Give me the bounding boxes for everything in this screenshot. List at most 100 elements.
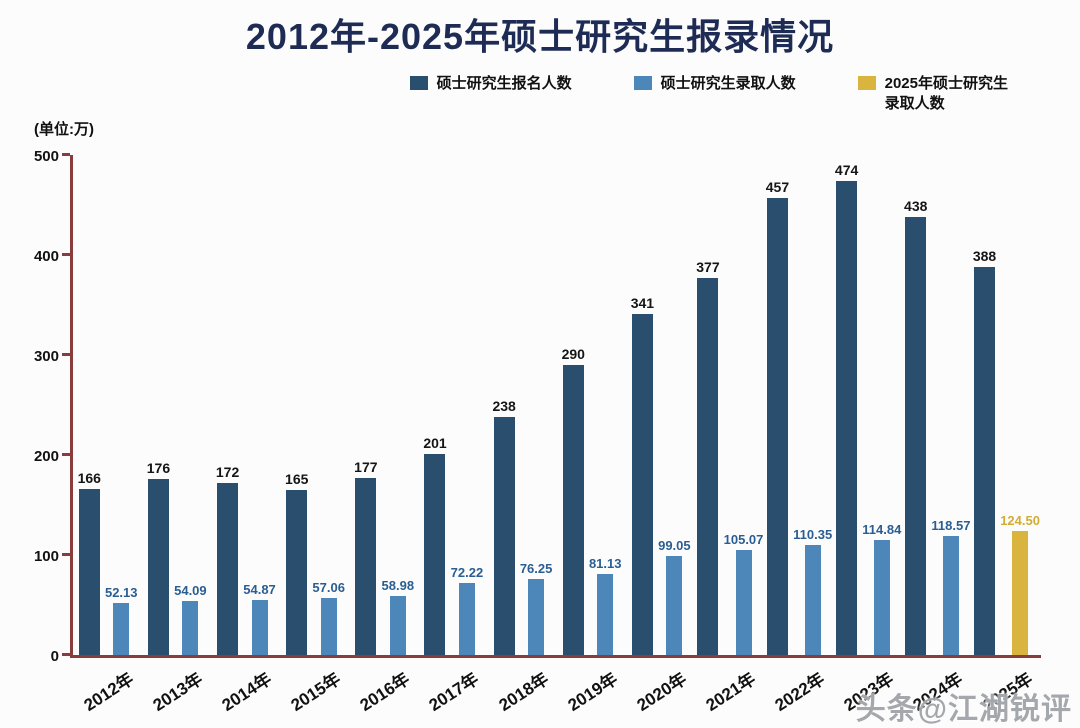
bar-value-label: 54.09 (174, 582, 207, 598)
y-axis-tick-mark (62, 353, 70, 356)
application-bar (147, 479, 169, 655)
application-bar (905, 217, 927, 655)
application-bar (78, 489, 100, 655)
bar-value-label: 118.57 (931, 518, 971, 534)
bar-value-label: 57.06 (312, 579, 345, 595)
application-bar-wrap: 166 (78, 155, 101, 655)
y-axis-tick-label: 200 (33, 448, 59, 465)
application-bar (697, 278, 719, 655)
admission-bar (389, 596, 406, 655)
application-bar-wrap: 457 (766, 155, 789, 655)
admission-bar (942, 536, 959, 655)
application-bar-wrap: 377 (696, 155, 720, 655)
bar-value-label: 377 (696, 259, 720, 275)
y-axis-tick-mark (62, 153, 70, 156)
admission-bar-wrap: 99.05 (658, 155, 691, 655)
admission-bar (804, 544, 821, 655)
admission-bar (735, 549, 752, 655)
legend-item-admissions: 硕士研究生录取人数 (633, 74, 796, 113)
bar-value-label: 110.35 (793, 526, 833, 542)
x-axis-label: 2012年 (80, 669, 137, 715)
admission-bar (873, 540, 890, 655)
legend-label-admissions: 硕士研究生录取人数 (660, 75, 796, 92)
bar-value-label: 81.13 (588, 555, 622, 571)
bar-value-label: 172 (215, 464, 240, 480)
bar-group: 377 105.07 2021年 (695, 155, 764, 715)
admission-bar-wrap: 76.25 (519, 155, 553, 655)
application-bar (562, 365, 584, 655)
application-bar-wrap: 474 (835, 155, 858, 655)
bar-groups: 166 52.13 2012年 176 54.09 2013年 172 54.87 2014年 1… (73, 155, 1041, 715)
bar-group: 438 118.57 2024年 (903, 155, 972, 715)
bar-value-label: 388 (972, 248, 997, 264)
legend-label-applications: 硕士研究生报名人数 (436, 75, 572, 92)
admission-bar-wrap: 118.57 (931, 155, 970, 655)
bar-group: 165 57.06 2015年 (280, 155, 349, 715)
y-axis-tick-mark (62, 553, 70, 556)
x-axis-label: 2016年 (356, 669, 414, 715)
application-bar-wrap: 341 (631, 155, 654, 655)
application-bar (493, 417, 515, 655)
bar-group: 238 76.25 2018年 (488, 155, 557, 715)
legend-label-2025-admissions: 2025年硕士研究生 录取人数 (884, 75, 1008, 112)
bar-group: 341 99.05 2020年 (626, 155, 695, 715)
application-bar-wrap: 177 (354, 155, 378, 655)
bar-value-label: 124.50 (1000, 512, 1040, 528)
bar-group: 388 124.50 2025年 (972, 155, 1041, 715)
legend-swatch-admissions (633, 76, 652, 90)
application-bar (974, 267, 995, 655)
legend: 硕士研究生报名人数 硕士研究生录取人数 2025年硕士研究生 录取人数 (0, 74, 1008, 113)
legend-item-applications: 硕士研究生报名人数 (409, 74, 572, 113)
bar-group: 176 54.09 2013年 (142, 155, 211, 715)
bar-value-label: 290 (561, 346, 585, 362)
application-bar (217, 483, 239, 655)
x-axis-label: 2013年 (149, 669, 206, 715)
admission-bar (597, 573, 614, 655)
legend-item-2025-admissions: 2025年硕士研究生 录取人数 (857, 74, 1008, 113)
y-axis-tick-mark (62, 253, 70, 256)
application-bar (355, 478, 377, 655)
admission-bar-wrap: 105.07 (723, 155, 764, 655)
bar-group: 457 110.35 2022年 (764, 155, 833, 715)
admission-bar (113, 602, 130, 655)
bar-value-label: 438 (904, 198, 928, 214)
bar-value-label: 54.87 (243, 582, 276, 598)
bar-value-label: 114.84 (862, 522, 902, 538)
application-bar-wrap: 238 (492, 155, 516, 655)
bar-group: 474 114.84 2023年 (834, 155, 903, 715)
bar-value-label: 52.13 (104, 584, 138, 600)
bar-value-label: 58.98 (381, 578, 415, 594)
admission-bar (528, 578, 545, 655)
application-bar (631, 314, 653, 655)
application-bar-wrap: 176 (147, 155, 170, 655)
bar-group: 177 58.98 2016年 (350, 155, 419, 715)
bar-chart: 0 100 200 300 400 500 166 52.13 2012年 176 54.09 201… (0, 140, 1080, 728)
bar-group: 172 54.87 2014年 (211, 155, 280, 715)
application-bar-wrap: 290 (562, 155, 585, 655)
bar-value-label: 201 (423, 435, 447, 451)
admission-bar-wrap: 58.98 (381, 155, 415, 655)
y-axis-tick-label: 0 (50, 648, 59, 665)
y-axis-tick-label: 100 (33, 548, 59, 565)
x-axis-label: 2021年 (702, 669, 759, 715)
application-bar-wrap: 388 (973, 155, 996, 655)
admission-bar-wrap: 114.84 (862, 155, 901, 655)
plot-area: 0 100 200 300 400 500 166 52.13 2012年 176 54.09 201… (34, 148, 1041, 715)
bar-value-label: 76.25 (519, 560, 553, 576)
application-bar (836, 181, 858, 655)
x-axis-label: 2014年 (218, 669, 275, 715)
admission-bar-wrap: 72.22 (451, 155, 483, 655)
unit-label: (单位:万) (34, 121, 94, 138)
y-axis-tick-label: 400 (33, 248, 59, 265)
y-axis-tick-label: 500 (33, 148, 59, 165)
admission-bar-wrap: 54.87 (243, 155, 276, 655)
bar-group: 166 52.13 2012年 (73, 155, 142, 715)
bar-value-label: 105.07 (723, 531, 764, 547)
admission-bar-wrap: 110.35 (793, 155, 832, 655)
bar-value-label: 166 (77, 470, 101, 486)
x-axis-label: 2022年 (771, 669, 829, 715)
legend-swatch-applications (409, 76, 428, 90)
bar-group: 201 72.22 2017年 (419, 155, 488, 715)
bar-value-label: 165 (285, 471, 309, 487)
